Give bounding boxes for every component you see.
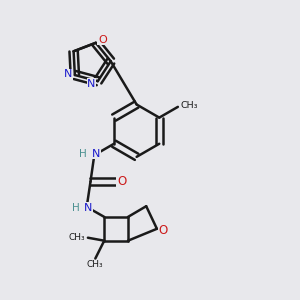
Text: N: N: [92, 149, 100, 159]
Text: CH₃: CH₃: [86, 260, 103, 269]
Text: O: O: [117, 175, 126, 188]
Text: N: N: [87, 79, 95, 88]
Text: O: O: [159, 224, 168, 237]
Text: O: O: [98, 35, 107, 45]
Text: H: H: [71, 202, 79, 212]
Text: H: H: [79, 149, 87, 159]
Text: CH₃: CH₃: [180, 101, 198, 110]
Text: N: N: [64, 69, 73, 80]
Text: CH₃: CH₃: [68, 232, 85, 242]
Text: N: N: [84, 202, 93, 212]
